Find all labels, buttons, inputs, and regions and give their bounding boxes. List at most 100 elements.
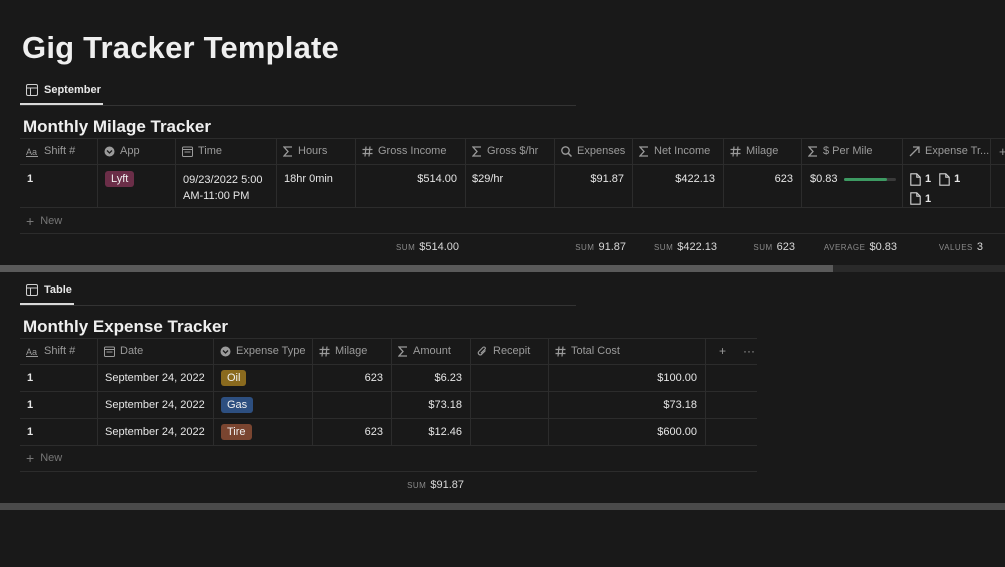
column-header[interactable]: Expense Tr... [903, 138, 991, 164]
total-cost-cell[interactable]: $600.00 [549, 419, 706, 445]
amount-cell[interactable]: $12.46 [392, 419, 471, 445]
calc-label: SUM [753, 243, 773, 252]
shift-cell[interactable]: 1 [20, 365, 98, 391]
gross-income-cell[interactable]: $514.00 [356, 165, 466, 207]
divider [20, 338, 757, 339]
hours-cell[interactable]: 18hr 0min [277, 165, 356, 207]
column-header[interactable]: App [98, 138, 176, 164]
expense-type-cell[interactable]: Tire [214, 419, 313, 445]
shift-cell[interactable]: 1 [20, 392, 98, 418]
tab-table[interactable]: Table [26, 284, 72, 296]
database-title[interactable]: Monthly Expense Tracker [23, 317, 229, 336]
gross-per-hr-cell[interactable]: $29/hr [466, 165, 555, 207]
hash-icon [319, 345, 330, 357]
expense-type-cell[interactable]: Oil [214, 365, 313, 391]
page-title: Gig Tracker Template [22, 30, 339, 65]
table-row[interactable]: 1 September 24, 2022 Gas $73.18 $73.18 [20, 392, 757, 418]
relation-link[interactable]: 1 [910, 171, 931, 187]
amount-cell[interactable]: $6.23 [392, 365, 471, 391]
column-header[interactable]: Date [98, 338, 214, 364]
new-row-button[interactable]: + New [20, 208, 62, 233]
column-header[interactable]: Milage [724, 138, 802, 164]
receipt-cell[interactable] [471, 419, 549, 445]
receipt-cell[interactable] [471, 392, 549, 418]
scrollbar-thumb[interactable] [0, 265, 833, 272]
add-column-button[interactable]: + [995, 138, 1005, 164]
milage-cell[interactable] [313, 392, 392, 418]
column-header[interactable]: Milage [313, 338, 392, 364]
column-header[interactable]: Net Income [633, 138, 724, 164]
scrollbar-thumb[interactable] [0, 503, 1005, 510]
column-header[interactable]: Total Cost [549, 338, 706, 364]
calc-expense-tracker[interactable]: VALUES 3 [903, 234, 991, 260]
relation-title: 1 [925, 192, 932, 205]
calc-expenses[interactable]: SUM 91.87 [555, 234, 633, 260]
expense-type-cell[interactable]: Gas [214, 392, 313, 418]
column-header[interactable]: Aa Shift # [20, 338, 98, 364]
relation-link[interactable]: 1 [910, 191, 931, 207]
calc-label: SUM [407, 481, 427, 490]
receipt-cell[interactable] [471, 365, 549, 391]
time-line-2: AM-11:00 PM [183, 190, 250, 202]
app-cell[interactable]: Lyft [98, 165, 176, 207]
amount-cell[interactable]: $73.18 [392, 392, 471, 418]
new-row-button[interactable]: + New [20, 446, 62, 470]
more-options-button[interactable]: ··· [737, 338, 757, 364]
expense-tracker-relation-cell[interactable]: 1 1 1 [903, 165, 991, 207]
date-cell[interactable]: September 24, 2022 [98, 392, 214, 418]
column-header[interactable]: Expenses [555, 138, 633, 164]
sigma-icon [398, 345, 408, 357]
table-row[interactable]: 1 September 24, 2022 Tire 623 $12.46 $600.00 [20, 419, 757, 445]
per-mile-cell[interactable]: $0.83 [802, 165, 903, 207]
divider [20, 233, 1005, 234]
column-header[interactable]: Time [176, 138, 277, 164]
calc-value: $91.87 [430, 479, 464, 491]
column-header-label: Hours [298, 145, 328, 157]
column-header[interactable]: Recepit [471, 338, 549, 364]
tab-september[interactable]: September [26, 84, 101, 96]
horizontal-scrollbar[interactable] [0, 265, 1005, 272]
search-icon [561, 145, 572, 157]
calculation-row: SUM $514.00 SUM 91.87 SUM $422.13 SUM 623 AV… [20, 234, 1005, 260]
net-income-cell[interactable]: $422.13 [633, 165, 724, 207]
column-header[interactable]: Aa Shift # [20, 138, 98, 164]
divider [20, 364, 757, 365]
time-cell[interactable]: 09/23/2022 5:00 AM-11:00 PM [176, 165, 277, 207]
calc-amount[interactable]: SUM $91.87 [392, 472, 471, 498]
column-header-label: Expenses [577, 145, 626, 157]
relation-link[interactable]: 1 [939, 171, 960, 187]
shift-cell[interactable]: 1 [20, 419, 98, 445]
column-header[interactable]: Gross Income [356, 138, 466, 164]
shift-cell[interactable]: 1 [20, 165, 98, 207]
column-header[interactable]: Gross $/hr [466, 138, 555, 164]
new-label: New [40, 452, 63, 464]
expense-type-tag: Gas [221, 397, 254, 413]
milage-cell[interactable]: 623 [313, 419, 392, 445]
hash-icon [555, 345, 566, 357]
total-cost-cell[interactable]: $73.18 [549, 392, 706, 418]
date-cell[interactable]: September 24, 2022 [98, 365, 214, 391]
table-header: Aa Shift # App Time Hours Gross Income Gross $… [20, 138, 1005, 164]
column-header[interactable]: Hours [277, 138, 356, 164]
calc-gross-income[interactable]: SUM $514.00 [356, 234, 466, 260]
add-column-button[interactable]: + [713, 338, 733, 364]
calc-per-mile[interactable]: AVERAGE $0.83 [802, 234, 903, 260]
calc-net-income[interactable]: SUM $422.13 [633, 234, 724, 260]
table-row[interactable]: 1 September 24, 2022 Oil 623 $6.23 $100.00 [20, 365, 757, 391]
table-row[interactable]: 1 Lyft 09/23/2022 5:00 AM-11:00 PM 18hr … [20, 165, 1005, 207]
relation-title: 1 [954, 173, 961, 185]
horizontal-scrollbar[interactable] [0, 503, 1005, 510]
total-cost-cell[interactable]: $100.00 [549, 365, 706, 391]
plus-icon: + [26, 450, 35, 466]
expenses-cell[interactable]: $91.87 [555, 165, 633, 207]
milage-cell[interactable]: 623 [313, 365, 392, 391]
column-header[interactable]: Amount [392, 338, 471, 364]
date-cell[interactable]: September 24, 2022 [98, 419, 214, 445]
svg-text:Aa: Aa [26, 147, 37, 157]
database-title[interactable]: Monthly Milage Tracker [23, 117, 211, 136]
calc-milage[interactable]: SUM 623 [724, 234, 802, 260]
milage-cell[interactable]: 623 [724, 165, 802, 207]
plus-icon: + [26, 212, 35, 229]
column-header[interactable]: Expense Type [214, 338, 313, 364]
column-header[interactable]: $ Per Mile [802, 138, 903, 164]
